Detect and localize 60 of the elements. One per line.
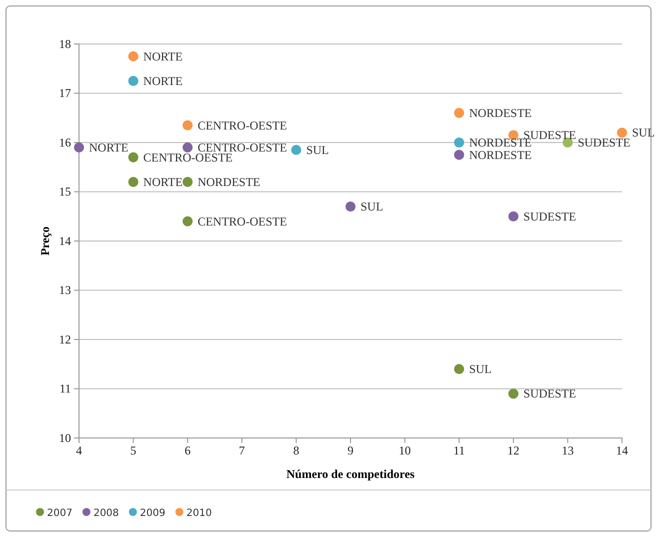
point: [454, 150, 464, 160]
point: [182, 216, 193, 226]
y-axis-title: Preço: [38, 226, 52, 256]
annotation: SUL: [632, 126, 655, 140]
y-tick-label: 12: [59, 332, 71, 346]
annotation: NORTE: [89, 140, 128, 154]
point: [128, 176, 138, 187]
x-tick-label: 11: [453, 444, 465, 458]
annotation: SUDESTE: [523, 209, 576, 224]
point: [454, 108, 464, 118]
annotation: SUL: [360, 200, 384, 214]
annotation: NORTE: [143, 74, 183, 88]
x-tick-label: 13: [562, 444, 574, 458]
point: [128, 51, 138, 62]
point: [74, 142, 84, 152]
y-tick-label: 18: [59, 36, 71, 51]
point: [508, 211, 518, 222]
point: [182, 120, 193, 130]
point: [128, 76, 138, 86]
y-tick-label: 13: [59, 283, 71, 298]
annotation: NORTE: [143, 174, 183, 189]
point: [182, 176, 193, 187]
point: [508, 388, 518, 399]
point: [616, 128, 628, 138]
annotation: CENTRO-OESTE: [198, 214, 287, 228]
point: [454, 364, 464, 374]
y-tick-label: 11: [59, 382, 71, 396]
annotation: NORDESTE: [198, 174, 260, 189]
annotation: SUL: [469, 362, 492, 376]
annotation: SUDESTE: [578, 136, 630, 150]
annotation: NORTE: [143, 49, 183, 64]
annotation: NORDESTE: [469, 148, 532, 162]
x-tick-label: 10: [398, 444, 411, 458]
point: [454, 137, 464, 148]
x-axis-title: Número de competidores: [286, 467, 415, 481]
point: [345, 201, 356, 212]
point: [182, 142, 193, 152]
point: [291, 144, 302, 155]
x-tick-label: 8: [293, 444, 300, 458]
annotation: NORDESTE: [469, 106, 532, 120]
y-tick-label: 16: [59, 135, 71, 150]
legend-label: 2008: [93, 508, 119, 519]
x-tick-label: 9: [348, 444, 354, 458]
x-tick-label: 6: [184, 444, 191, 458]
x-tick-label: 5: [130, 444, 136, 458]
x-tick-label: 7: [238, 444, 245, 458]
annotation: SUDESTE: [523, 386, 576, 401]
annotation: CENTRO-OESTE: [198, 118, 287, 132]
annotation: SUL: [306, 142, 329, 157]
legend-label: 2007: [47, 508, 72, 519]
y-tick-label: 15: [59, 184, 71, 199]
y-tick-label: 14: [59, 234, 71, 248]
x-tick-label: 14: [616, 444, 628, 458]
x-tick-label: 4: [76, 444, 82, 458]
legend-label: 2010: [186, 508, 212, 519]
y-tick-label: 17: [59, 86, 71, 100]
legend-label: 2009: [140, 508, 166, 519]
point: [128, 152, 138, 162]
x-tick-label: 12: [507, 444, 520, 458]
y-tick-label: 10: [59, 430, 71, 445]
